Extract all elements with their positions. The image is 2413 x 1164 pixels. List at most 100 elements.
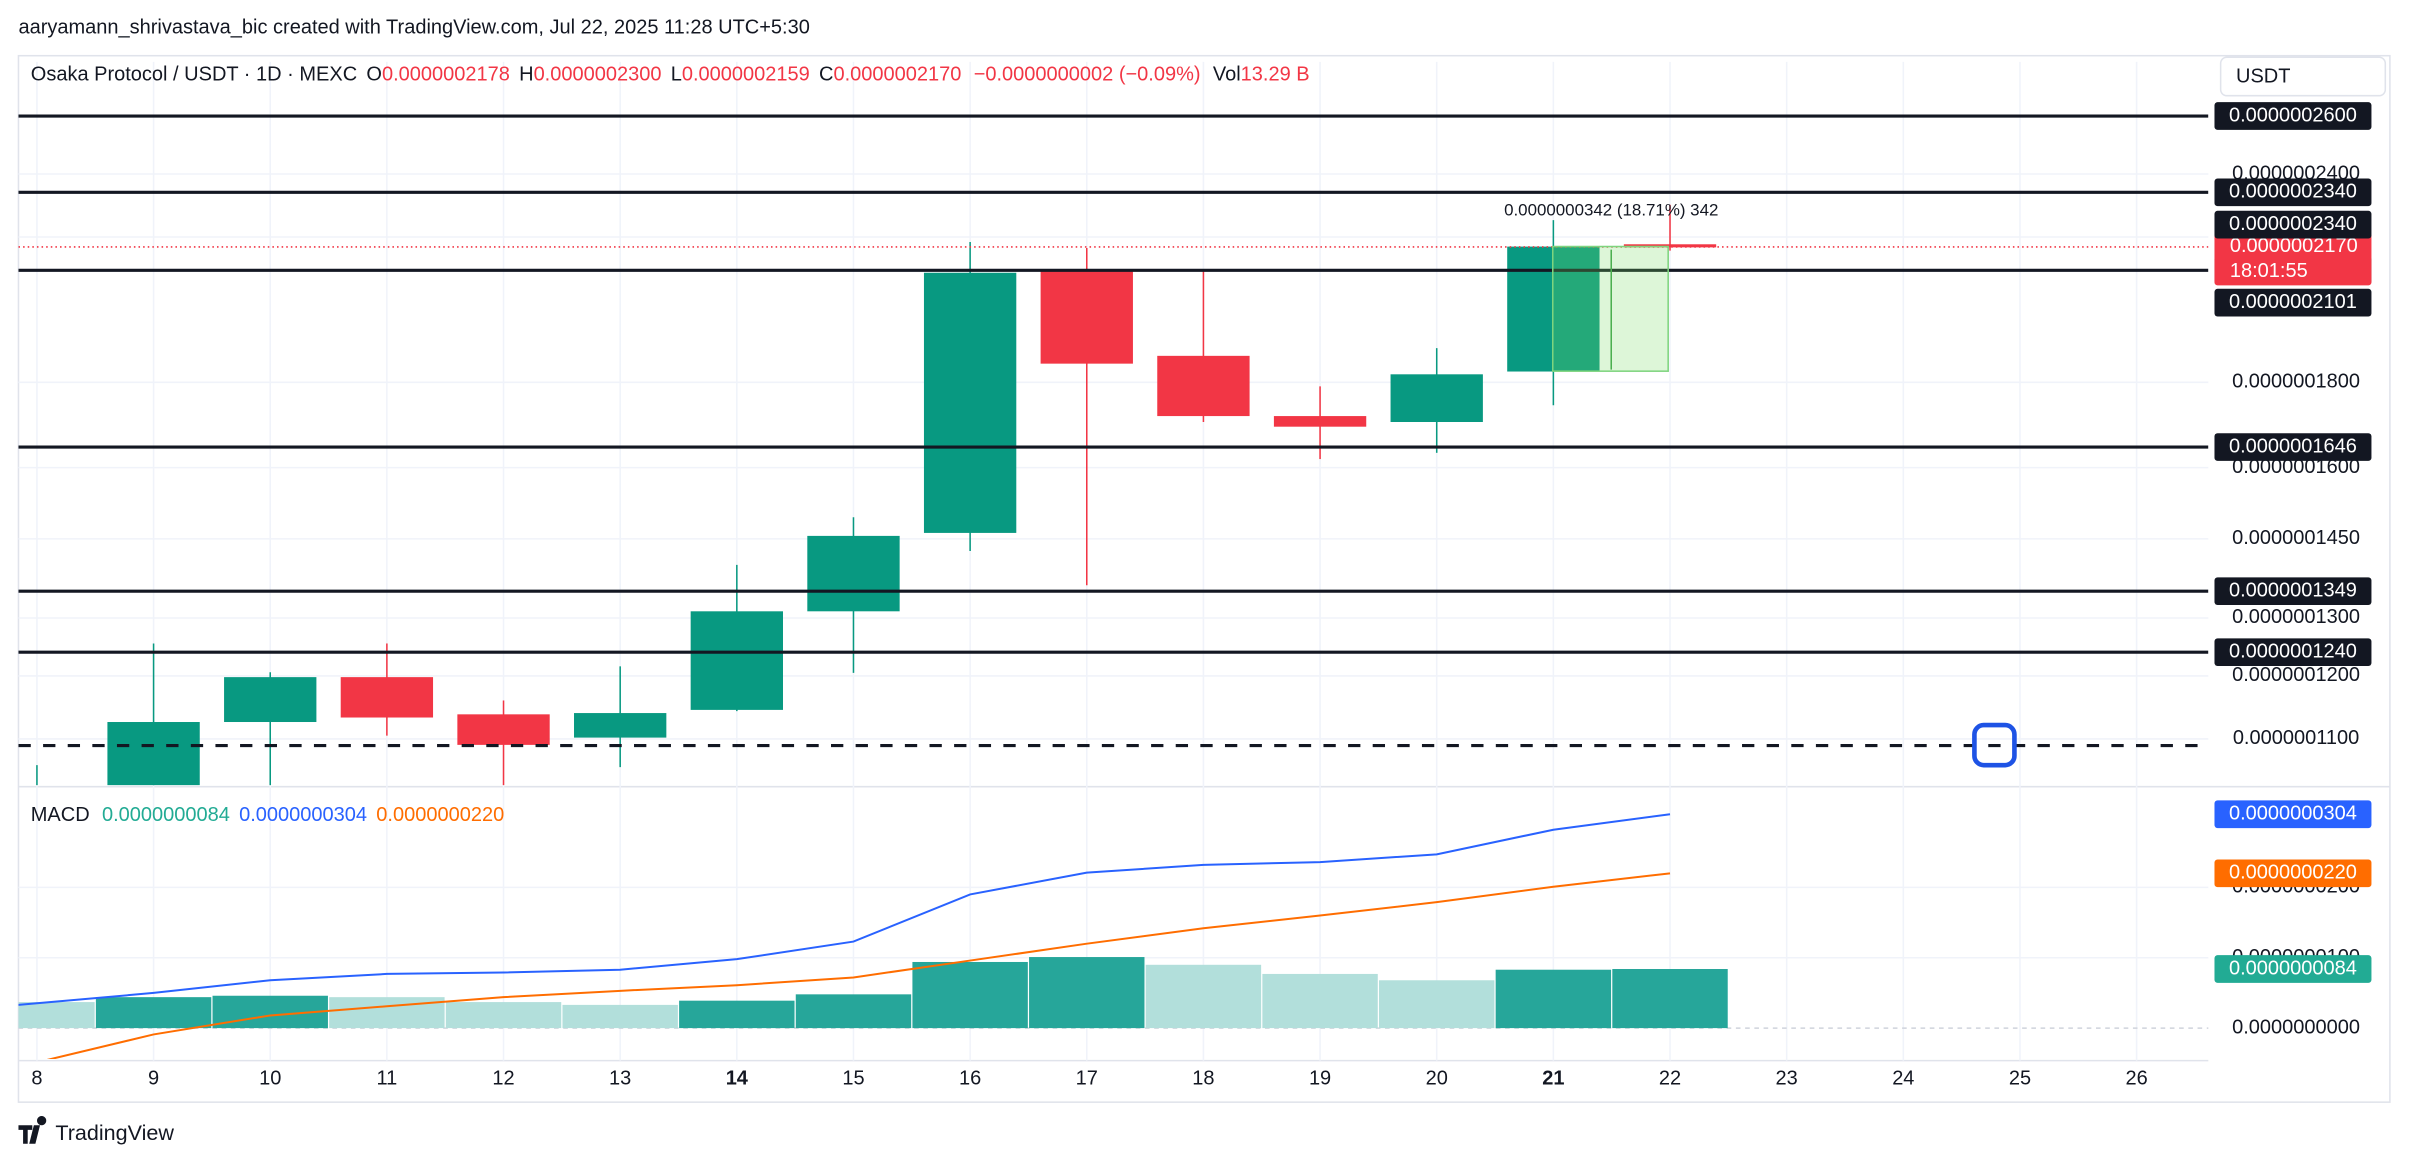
candle-body [1623, 244, 1717, 248]
legend-item: MACD [31, 804, 90, 826]
level-label: 0.0000001349 [2229, 579, 2357, 601]
legend-item: 13.29 B [1241, 64, 1310, 86]
legend-item: O [366, 64, 382, 86]
legend-item: 0.0000002170 [833, 64, 961, 86]
level-label: 0.0000001240 [2229, 640, 2357, 662]
y-tick-label: 0.0000001200 [2232, 664, 2360, 686]
candle-body [923, 272, 1017, 533]
histogram-bar [1145, 964, 1262, 1029]
level-label: 0.0000002340 [2229, 213, 2357, 235]
y-tick-label: 0.0000001450 [2232, 527, 2360, 549]
x-tick-label: 11 [376, 1067, 397, 1089]
macd-label-box [2214, 859, 2372, 888]
macd-label: 0.0000000220 [2229, 862, 2357, 884]
x-tick-label: 14 [726, 1067, 749, 1089]
x-tick-label: 21 [1542, 1067, 1564, 1089]
histogram-bar [912, 961, 1028, 1029]
candle-body [1273, 416, 1367, 427]
macd-legend: MACD 0.0000000084 0.0000000304 0.0000000220 [31, 804, 504, 826]
x-tick-label: 10 [259, 1067, 281, 1089]
macd-line [46, 872, 1671, 1060]
last-price-label: 0.0000002170 [2230, 235, 2358, 257]
histogram-bar [445, 1002, 562, 1029]
x-tick-label: 24 [1892, 1067, 1914, 1089]
x-tick-label: 9 [148, 1067, 159, 1089]
histogram-bar [679, 1000, 795, 1029]
last-price-box [2214, 233, 2372, 286]
level-label-box [2214, 102, 2372, 130]
level-label-box [2214, 210, 2372, 239]
x-tick-label: 17 [1076, 1067, 1098, 1089]
level-label: 0.0000002101 [2229, 291, 2357, 313]
legend-item: 0.0000002300 [534, 64, 662, 86]
x-tick-label: 16 [959, 1067, 981, 1089]
histogram-bar [1262, 973, 1378, 1029]
histogram-bar [18, 1002, 95, 1029]
histogram-bar [562, 1004, 678, 1029]
level-label-box [2214, 178, 2372, 207]
x-tick-label: 19 [1309, 1067, 1331, 1089]
macd-tick-label: 0.0000000000 [2232, 1016, 2360, 1038]
candle-body [574, 713, 667, 738]
macd-line [18, 813, 1671, 1006]
macd-label-box [2214, 800, 2372, 829]
countdown: 18:01:55 [2230, 260, 2308, 282]
histogram-bar [95, 997, 212, 1029]
x-tick-label: 20 [1426, 1067, 1448, 1089]
candle-body [457, 714, 550, 745]
legend-item: −0.0000000002 (−0.09%) [974, 64, 1201, 86]
legend: Osaka Protocol / USDT · 1D · MEXC O0.0000… [31, 64, 1310, 86]
candle-body [1040, 270, 1133, 364]
legend-item: 0.0000000304 [239, 804, 367, 826]
histogram-bar [1612, 969, 1728, 1029]
brand: TradingView [55, 1121, 174, 1145]
legend-item: 0.0000002159 [682, 64, 810, 86]
currency-button[interactable] [2219, 56, 2387, 97]
candle-body [1157, 355, 1250, 417]
x-tick-label: 12 [492, 1067, 514, 1089]
level-label-box [2214, 577, 2372, 606]
level-label: 0.0000002340 [2229, 181, 2357, 203]
y-tick-label: 0.0000001800 [2232, 371, 2360, 393]
measure-label: 0.0000000342 (18.71%) 342 [1504, 201, 1718, 220]
x-tick-label: 25 [2009, 1067, 2031, 1089]
brand-logo [18, 1116, 47, 1144]
legend-item: Osaka Protocol / USDT · 1D · MEXC [31, 64, 357, 86]
legend-item: C [819, 64, 833, 86]
candle-body [340, 677, 434, 718]
x-tick-label: 22 [1659, 1067, 1681, 1089]
x-tick-label: 15 [842, 1067, 864, 1089]
level-label-box [2214, 288, 2372, 317]
currency-label[interactable]: USDT [2236, 66, 2290, 88]
candle-body [1390, 374, 1483, 422]
legend-item: L [671, 64, 682, 86]
x-tick-label: 13 [609, 1067, 631, 1089]
candle-body [107, 722, 200, 786]
watermark: aaryamann_shrivastava_bic created with T… [18, 16, 809, 38]
histogram-bar [795, 994, 912, 1029]
x-tick-label: 26 [2125, 1067, 2147, 1089]
level-label: 0.0000002600 [2229, 104, 2357, 126]
legend-item: 0.0000000084 [102, 804, 230, 826]
candle-body [690, 611, 783, 710]
level-label-box [2214, 638, 2372, 667]
histogram-bar [329, 997, 445, 1029]
macd-hist-label-box [2214, 955, 2372, 983]
candle-body [224, 677, 317, 723]
macd-label: 0.0000000304 [2229, 803, 2357, 825]
histogram-bar [1495, 969, 1612, 1029]
cursor-marker [1972, 722, 2017, 768]
y-tick-label: 0.0000001300 [2232, 606, 2360, 628]
x-tick-label: 8 [31, 1067, 42, 1089]
legend-item: 0.0000000220 [376, 804, 504, 826]
y-tick-label: 0.0000001600 [2232, 456, 2360, 478]
level-label-box [2214, 433, 2372, 461]
legend-item: H [519, 64, 533, 86]
frame [17, 54, 2391, 1103]
histogram-bar [1379, 980, 1495, 1029]
level-label: 0.0000001646 [2229, 435, 2357, 457]
candle-body [807, 535, 900, 612]
legend-item: 0.0000002178 [382, 64, 510, 86]
x-tick-label: 23 [1776, 1067, 1798, 1089]
